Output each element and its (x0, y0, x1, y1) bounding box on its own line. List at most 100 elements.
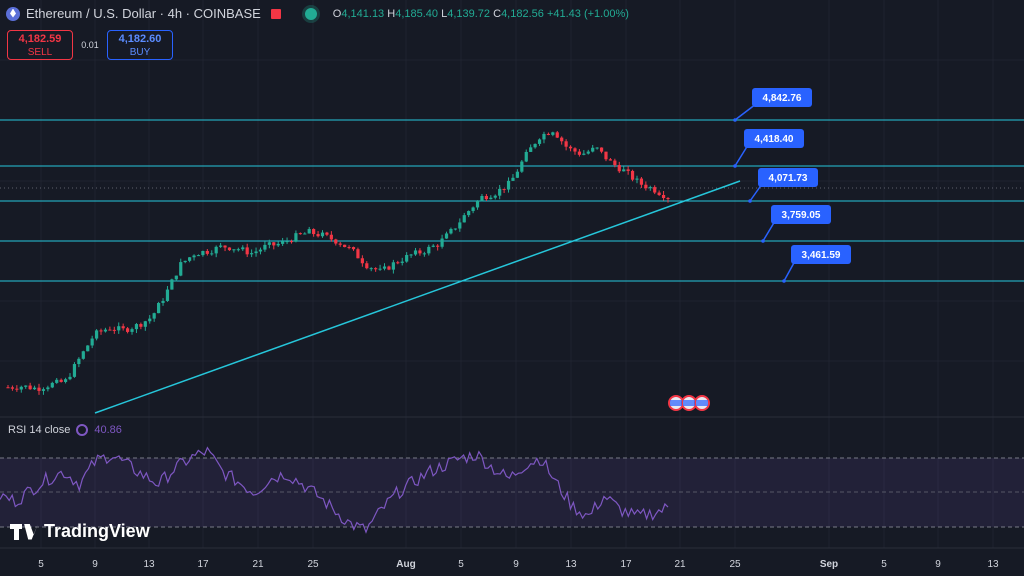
candle (626, 166, 630, 175)
candle (374, 267, 378, 272)
candle (258, 247, 263, 255)
time-tick-label: 17 (197, 559, 209, 570)
candle (657, 190, 661, 196)
price-callouts[interactable]: 4,842.76 4,418.40 4,071.73 3,759.05 3,461.59 (733, 88, 851, 283)
candle (272, 241, 276, 250)
time-axis[interactable]: 5 9 13 17 21 25 Aug 5 9 13 17 21 25 Sep 5 9 13 (0, 547, 1024, 570)
economic-events[interactable] (668, 395, 710, 411)
level-callout[interactable]: 3,759.05 (761, 205, 831, 243)
time-tick-label: 17 (620, 559, 632, 570)
candle (515, 169, 519, 179)
candle (139, 322, 143, 330)
candle (117, 322, 121, 334)
candle (391, 259, 395, 274)
candle (343, 244, 347, 248)
candle (653, 185, 657, 195)
rsi-label[interactable]: RSI 14 close (8, 424, 71, 436)
candle (10, 385, 15, 391)
horizontal-levels[interactable] (0, 119, 1024, 282)
candle (422, 251, 426, 257)
time-tick-label: 9 (92, 559, 98, 570)
candle (59, 378, 63, 383)
candle (63, 377, 68, 384)
candle (604, 151, 608, 162)
ethereum-icon (6, 6, 20, 21)
candle (250, 249, 254, 258)
candle (90, 335, 94, 349)
candle (644, 181, 648, 191)
candle (365, 261, 369, 270)
level-price-label: 3,461.59 (802, 250, 841, 261)
candle (232, 249, 236, 253)
candle (502, 188, 506, 193)
candle (440, 234, 444, 249)
candle (72, 362, 77, 378)
candle (24, 385, 28, 389)
candle (148, 315, 152, 324)
level-price-label: 4,418.40 (755, 134, 794, 145)
candle (458, 218, 462, 232)
trendline[interactable] (94, 180, 741, 414)
candle (6, 384, 10, 389)
candle (427, 244, 431, 256)
level-callout[interactable]: 4,418.40 (733, 129, 804, 168)
candle (471, 206, 475, 214)
red-flag-icon[interactable] (270, 8, 281, 19)
candle (316, 231, 320, 238)
grid-lines (0, 0, 1024, 548)
candle (28, 382, 32, 390)
candle (196, 254, 201, 257)
brand-name: TradingView (44, 521, 150, 541)
rsi-settings-icon[interactable] (76, 424, 89, 436)
candle (555, 130, 559, 139)
candle (564, 139, 568, 151)
level-price-label: 3,759.05 (782, 210, 821, 221)
level-callout[interactable]: 4,071.73 (748, 168, 818, 203)
candle (298, 232, 302, 235)
candle (294, 230, 298, 243)
time-tick-label: Sep (820, 559, 838, 570)
tradingview-logo[interactable]: TradingView (10, 521, 150, 542)
level-callout[interactable]: 4,842.76 (733, 88, 812, 122)
time-tick-label: 25 (729, 559, 741, 570)
candle (462, 212, 466, 223)
candle (511, 174, 515, 181)
market-open-icon (304, 7, 317, 20)
candle (50, 381, 54, 389)
candle (586, 149, 590, 155)
candle (179, 258, 183, 277)
candle (46, 385, 50, 392)
time-tick-label: Aug (396, 559, 415, 570)
candle (68, 373, 72, 381)
sell-button[interactable]: 4,182.59 SELL (7, 30, 73, 60)
candle (174, 275, 178, 282)
candle (537, 138, 542, 146)
candle (630, 169, 635, 182)
rsi-value: 40.86 (94, 424, 122, 436)
ohlc-values: O4,141.13 H4,185.40 L4,139.72 C4,182.56 … (332, 7, 629, 20)
candle (32, 385, 37, 390)
buy-button[interactable]: 4,182.60 BUY (107, 30, 173, 60)
candle (281, 237, 285, 246)
candle (121, 323, 125, 331)
candle (94, 329, 99, 341)
rsi-legend[interactable]: RSI 14 close 40.86 (8, 424, 122, 436)
candle (86, 345, 90, 352)
candle (81, 350, 85, 360)
candlesticks (6, 130, 670, 395)
candle (489, 195, 493, 200)
candle (369, 267, 373, 272)
candle (214, 245, 218, 258)
candle (378, 264, 382, 271)
candle (436, 244, 440, 251)
level-price-label: 4,842.76 (763, 93, 802, 104)
candle (396, 260, 400, 265)
candle (475, 200, 480, 210)
level-callout[interactable]: 3,461.59 (782, 245, 851, 283)
candle (639, 176, 644, 188)
symbol-legend[interactable]: Ethereum / U.S. Dollar · 4h · COINBASE O… (6, 6, 629, 21)
symbol-title[interactable]: Ethereum / U.S. Dollar · 4h · COINBASE (26, 6, 261, 21)
candle (303, 232, 307, 235)
candle (254, 247, 258, 257)
